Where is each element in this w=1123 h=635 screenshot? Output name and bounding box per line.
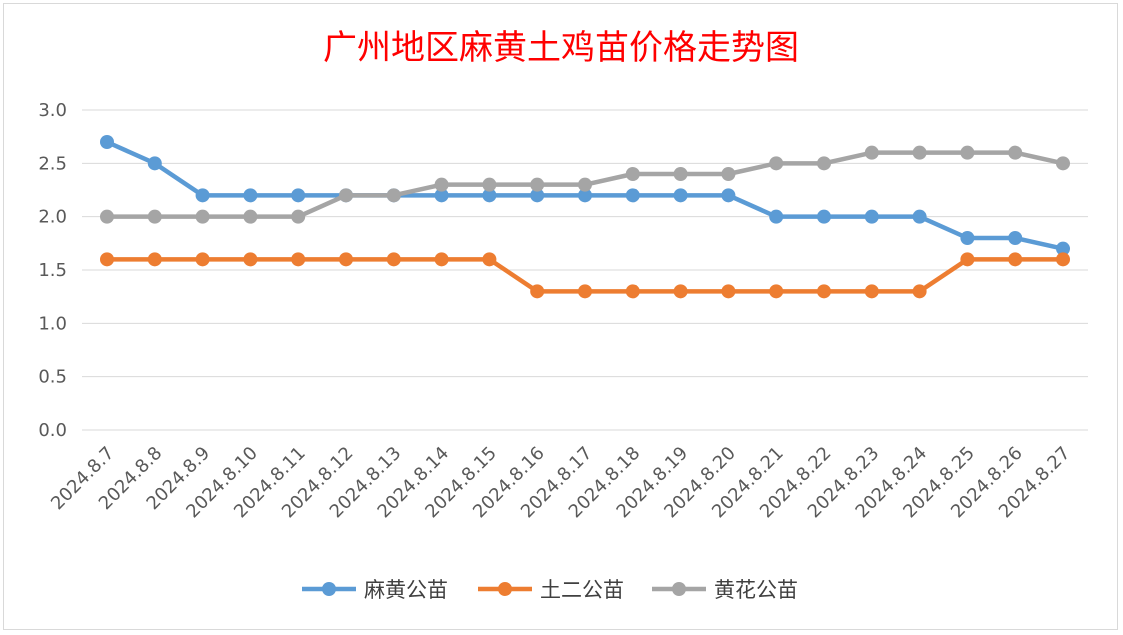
data-point <box>100 252 114 267</box>
data-point <box>1056 156 1070 171</box>
data-point <box>673 167 688 181</box>
data-point <box>195 252 210 267</box>
legend-item: 麻黄公苗 <box>302 578 448 602</box>
series-2 <box>100 252 1070 299</box>
data-point <box>482 252 497 267</box>
y-tick-label: 1.0 <box>38 313 67 334</box>
data-point <box>817 209 831 224</box>
y-tick-label: 1.5 <box>38 260 67 281</box>
data-point <box>291 188 306 203</box>
chart-title: 广州地区麻黄土鸡苗价格走势图 <box>323 28 799 68</box>
legend-swatch-marker <box>672 582 686 596</box>
data-point <box>912 145 927 160</box>
data-point <box>243 188 258 203</box>
grid-lines <box>82 109 1088 431</box>
data-point <box>1056 252 1070 267</box>
data-point <box>1008 145 1023 160</box>
data-point <box>721 284 736 299</box>
data-point <box>864 209 879 224</box>
legend-label: 黄花公苗 <box>714 578 798 602</box>
data-point <box>864 145 879 160</box>
data-point <box>530 188 545 203</box>
legend-swatch-marker <box>498 582 512 596</box>
x-axis-ticks: 2024.8.72024.8.82024.8.92024.8.102024.8.… <box>47 443 1075 523</box>
data-point <box>100 209 114 224</box>
data-point <box>1008 252 1023 267</box>
data-point <box>912 284 927 299</box>
data-point <box>482 177 497 192</box>
data-point <box>386 252 401 267</box>
data-point <box>195 188 210 203</box>
legend-swatch-marker <box>322 582 336 596</box>
y-tick-label: 3.0 <box>38 100 67 121</box>
data-point <box>817 156 831 171</box>
legend-label: 麻黄公苗 <box>364 578 448 602</box>
series-3 <box>100 145 1070 224</box>
data-point <box>147 156 162 171</box>
data-point <box>960 252 975 267</box>
data-point <box>864 284 879 299</box>
data-point <box>769 284 784 299</box>
legend-label: 土二公苗 <box>540 578 624 602</box>
data-point <box>434 252 449 267</box>
data-point <box>578 284 592 299</box>
data-point <box>625 167 640 181</box>
chart-frame <box>3 3 1118 630</box>
y-tick-label: 2.0 <box>38 207 67 228</box>
data-point <box>339 188 353 203</box>
data-point <box>1056 241 1070 256</box>
data-point <box>195 209 210 224</box>
data-point <box>673 188 688 203</box>
data-point <box>625 188 640 203</box>
data-point <box>769 156 784 171</box>
data-point <box>291 252 306 267</box>
data-point <box>721 188 736 203</box>
data-point <box>147 209 162 224</box>
data-point <box>147 252 162 267</box>
data-point <box>1008 231 1023 245</box>
data-point <box>912 209 927 224</box>
data-point <box>243 252 258 267</box>
legend-item: 黄花公苗 <box>652 578 798 602</box>
y-tick-label: 2.5 <box>38 153 67 174</box>
data-point <box>100 135 114 149</box>
data-point <box>817 284 831 299</box>
data-point <box>434 177 449 192</box>
data-point <box>721 167 736 181</box>
data-point <box>291 209 306 224</box>
data-point <box>434 188 449 203</box>
data-point <box>386 188 401 203</box>
data-point <box>530 284 545 299</box>
data-point <box>243 209 258 224</box>
data-point <box>673 284 688 299</box>
y-tick-label: 0.5 <box>38 367 67 388</box>
data-point <box>578 177 592 192</box>
y-tick-label: 0.0 <box>38 420 67 441</box>
data-point <box>339 252 353 267</box>
y-axis-ticks: 0.0 0.5 1.0 1.5 2.0 2.5 3.0 <box>38 100 67 441</box>
legend-item: 土二公苗 <box>478 578 624 602</box>
legend: 麻黄公苗 土二公苗 黄花公苗 <box>302 578 798 602</box>
data-point <box>482 188 497 203</box>
data-point <box>530 177 545 192</box>
data-point <box>578 188 592 203</box>
data-point <box>625 284 640 299</box>
series-layer <box>100 135 1070 299</box>
data-point <box>960 231 975 245</box>
data-point <box>960 145 975 160</box>
data-point <box>769 209 784 224</box>
